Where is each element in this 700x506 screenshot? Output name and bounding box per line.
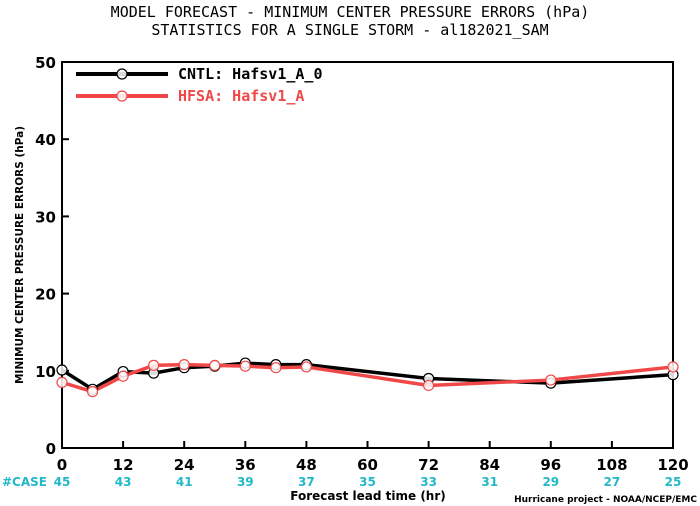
x-tick-label: 72 xyxy=(418,456,439,474)
series-1-point xyxy=(178,359,190,371)
x-tick-label: 84 xyxy=(479,456,500,474)
series-1-point xyxy=(423,379,435,392)
x-tick-label: 120 xyxy=(657,456,688,474)
x-tick-label: 24 xyxy=(174,456,195,474)
plot-frame xyxy=(61,61,674,449)
y-tick-label: 20 xyxy=(35,286,56,304)
case-counts: 45 43 41 39 37 35 33 31 29 27 25 xyxy=(54,475,682,489)
y-axis-label: MINIMUM CENTER PRESSURE ERRORS (hPa) xyxy=(14,126,26,384)
case-count: 31 xyxy=(481,475,498,489)
series-line-1 xyxy=(61,362,674,394)
case-count: 43 xyxy=(115,475,132,489)
legend-label: CNTL: Hafsv1_A_0 xyxy=(178,65,323,83)
x-tick-label: 12 xyxy=(113,456,134,474)
case-count: 25 xyxy=(665,475,682,489)
case-label: #CASE xyxy=(2,475,47,489)
x-tick-label: 60 xyxy=(357,456,378,474)
case-count: 41 xyxy=(176,475,193,489)
legend-marker xyxy=(116,90,128,102)
legend-label: HFSA: Hafsv1_A xyxy=(178,87,304,105)
x-axis-label: Forecast lead time (hr) xyxy=(290,489,446,503)
chart-title: MODEL FORECAST - MINIMUM CENTER PRESSURE… xyxy=(111,3,590,21)
series-1-point xyxy=(545,374,557,386)
series-1-point xyxy=(270,362,282,374)
y-tick-label: 0 xyxy=(46,440,56,458)
series-1-point xyxy=(86,386,99,398)
case-count: 27 xyxy=(604,475,621,489)
y-tick-label: 50 xyxy=(35,54,56,72)
x-axis-ticks: 0 12 24 36 48 60 72 84 96 108 120 xyxy=(57,441,689,474)
y-axis-ticks: 0 10 20 30 40 50 xyxy=(35,54,69,458)
series-1-point xyxy=(117,370,129,382)
series-1-point xyxy=(56,376,68,388)
x-tick-label: 48 xyxy=(296,456,317,474)
series-1-point xyxy=(667,361,679,373)
case-count: 37 xyxy=(298,475,315,489)
x-tick-label: 96 xyxy=(540,456,561,474)
case-count: 39 xyxy=(237,475,254,489)
x-tick-label: 0 xyxy=(57,456,67,474)
x-tick-label: 36 xyxy=(235,456,256,474)
case-count: 29 xyxy=(542,475,559,489)
case-count: 33 xyxy=(420,475,437,489)
legend-marker xyxy=(116,68,128,80)
series-group xyxy=(56,357,679,398)
case-count: 45 xyxy=(54,475,71,489)
series-1-point xyxy=(239,360,251,372)
case-count: 35 xyxy=(359,475,376,489)
series-1-point xyxy=(148,359,160,371)
y-tick-label: 10 xyxy=(35,363,56,381)
legend: CNTL: Hafsv1_A_0 HFSA: Hafsv1_A xyxy=(76,65,323,105)
chart-subtitle: STATISTICS FOR A SINGLE STORM - al182021… xyxy=(151,21,548,39)
series-1-point xyxy=(209,359,221,371)
series-1-point xyxy=(300,361,312,373)
y-tick-label: 40 xyxy=(35,131,56,149)
credit-text: Hurricane project - NOAA/NCEP/EMC xyxy=(514,495,697,505)
y-tick-label: 30 xyxy=(35,208,56,226)
x-tick-label: 108 xyxy=(596,456,627,474)
series-0-point xyxy=(56,364,68,376)
